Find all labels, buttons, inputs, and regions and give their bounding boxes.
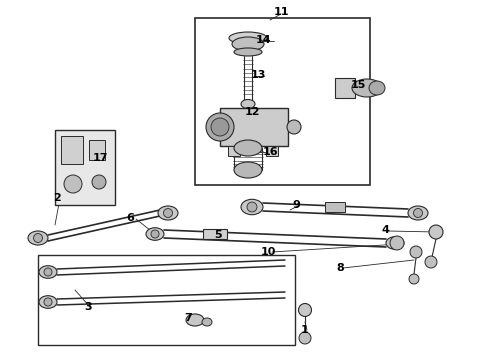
Ellipse shape — [151, 230, 159, 238]
Ellipse shape — [299, 332, 311, 344]
Bar — [335, 78, 355, 98]
Ellipse shape — [64, 175, 82, 193]
Bar — [195, 18, 370, 185]
Ellipse shape — [164, 208, 172, 217]
Ellipse shape — [206, 113, 234, 141]
Ellipse shape — [414, 208, 422, 217]
Ellipse shape — [287, 120, 301, 134]
Text: 15: 15 — [350, 80, 366, 90]
Ellipse shape — [408, 206, 428, 220]
Ellipse shape — [39, 266, 57, 278]
Ellipse shape — [28, 231, 48, 245]
Bar — [228, 146, 240, 156]
Ellipse shape — [234, 162, 262, 178]
Ellipse shape — [229, 32, 267, 44]
Text: 3: 3 — [84, 302, 92, 312]
Bar — [89, 140, 105, 160]
Ellipse shape — [232, 37, 264, 51]
Ellipse shape — [92, 175, 106, 189]
Text: 6: 6 — [126, 213, 134, 223]
Ellipse shape — [247, 202, 257, 212]
Ellipse shape — [352, 79, 382, 97]
Ellipse shape — [409, 274, 419, 284]
Text: 13: 13 — [250, 70, 266, 80]
Ellipse shape — [146, 228, 164, 240]
Ellipse shape — [241, 199, 263, 215]
Text: 1: 1 — [301, 325, 309, 335]
Ellipse shape — [33, 234, 43, 243]
Ellipse shape — [44, 298, 52, 306]
Text: 8: 8 — [336, 263, 344, 273]
Text: 10: 10 — [260, 247, 276, 257]
Ellipse shape — [410, 246, 422, 258]
Text: 4: 4 — [381, 225, 389, 235]
Ellipse shape — [39, 296, 57, 308]
Ellipse shape — [391, 239, 399, 247]
Bar — [203, 229, 227, 239]
Bar — [220, 108, 288, 146]
Ellipse shape — [211, 118, 229, 136]
Bar — [55, 130, 115, 205]
Bar — [325, 202, 345, 212]
Text: 7: 7 — [184, 313, 192, 323]
Text: 2: 2 — [53, 193, 61, 203]
Bar — [266, 146, 278, 156]
Ellipse shape — [44, 268, 52, 276]
Text: 17: 17 — [92, 153, 108, 163]
Ellipse shape — [186, 314, 204, 326]
Ellipse shape — [429, 225, 443, 239]
Ellipse shape — [390, 236, 404, 250]
Ellipse shape — [241, 99, 255, 108]
Ellipse shape — [369, 81, 385, 95]
Text: 14: 14 — [255, 35, 271, 45]
Ellipse shape — [234, 48, 262, 56]
Ellipse shape — [202, 318, 212, 326]
Bar — [61, 136, 83, 164]
Ellipse shape — [234, 140, 262, 156]
Text: 16: 16 — [262, 147, 278, 157]
Ellipse shape — [158, 206, 178, 220]
Ellipse shape — [386, 237, 404, 249]
Text: 9: 9 — [292, 200, 300, 210]
Text: 12: 12 — [244, 107, 260, 117]
Text: 5: 5 — [214, 230, 222, 240]
Ellipse shape — [298, 303, 312, 316]
Ellipse shape — [425, 256, 437, 268]
Bar — [38, 255, 295, 345]
Text: 11: 11 — [273, 7, 289, 17]
